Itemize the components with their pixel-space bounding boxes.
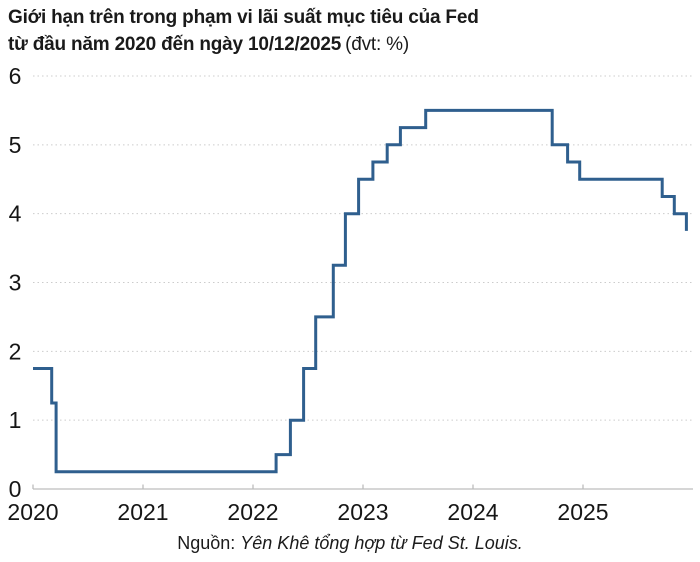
chart-title-line1: Giới hạn trên trong phạm vi lãi suất mục… [8, 7, 479, 28]
x-tick-label-2024: 2024 [447, 499, 498, 525]
y-tick-label-6: 6 [9, 63, 22, 89]
gridlines [33, 75, 693, 421]
y-axis-tick-labels: 0 1 2 3 4 5 6 [9, 63, 22, 502]
source-text: Yên Khê tổng hợp từ Fed St. Louis. [240, 533, 523, 553]
source-caption: Nguồn: Yên Khê tổng hợp từ Fed St. Louis. [0, 533, 700, 554]
y-tick-label-2: 2 [9, 338, 22, 364]
rate-step-line [33, 108, 688, 474]
x-axis-tick-labels: 2020 2021 2022 2023 2024 2025 [7, 499, 608, 525]
y-tick-label-0: 0 [9, 476, 22, 502]
y-tick-label-1: 1 [9, 407, 22, 433]
rate-line-series [33, 108, 688, 474]
x-tick-label-2025: 2025 [557, 499, 608, 525]
chart-title-unit: (đvt: %) [345, 34, 409, 55]
x-tick-label-2021: 2021 [117, 499, 168, 525]
chart-title-line2: từ đầu năm 2020 đến ngày 10/12/2025 [8, 34, 342, 55]
x-tick-label-2022: 2022 [227, 499, 278, 525]
x-tick-label-2020: 2020 [7, 499, 58, 525]
x-axis [32, 484, 693, 490]
y-tick-label-3: 3 [9, 270, 22, 296]
source-prefix: Nguồn: [177, 533, 236, 553]
y-tick-label-5: 5 [9, 132, 22, 158]
y-tick-label-4: 4 [9, 201, 22, 227]
x-tick-label-2023: 2023 [337, 499, 388, 525]
chart-title: Giới hạn trên trong phạm vi lãi suất mục… [8, 4, 479, 58]
